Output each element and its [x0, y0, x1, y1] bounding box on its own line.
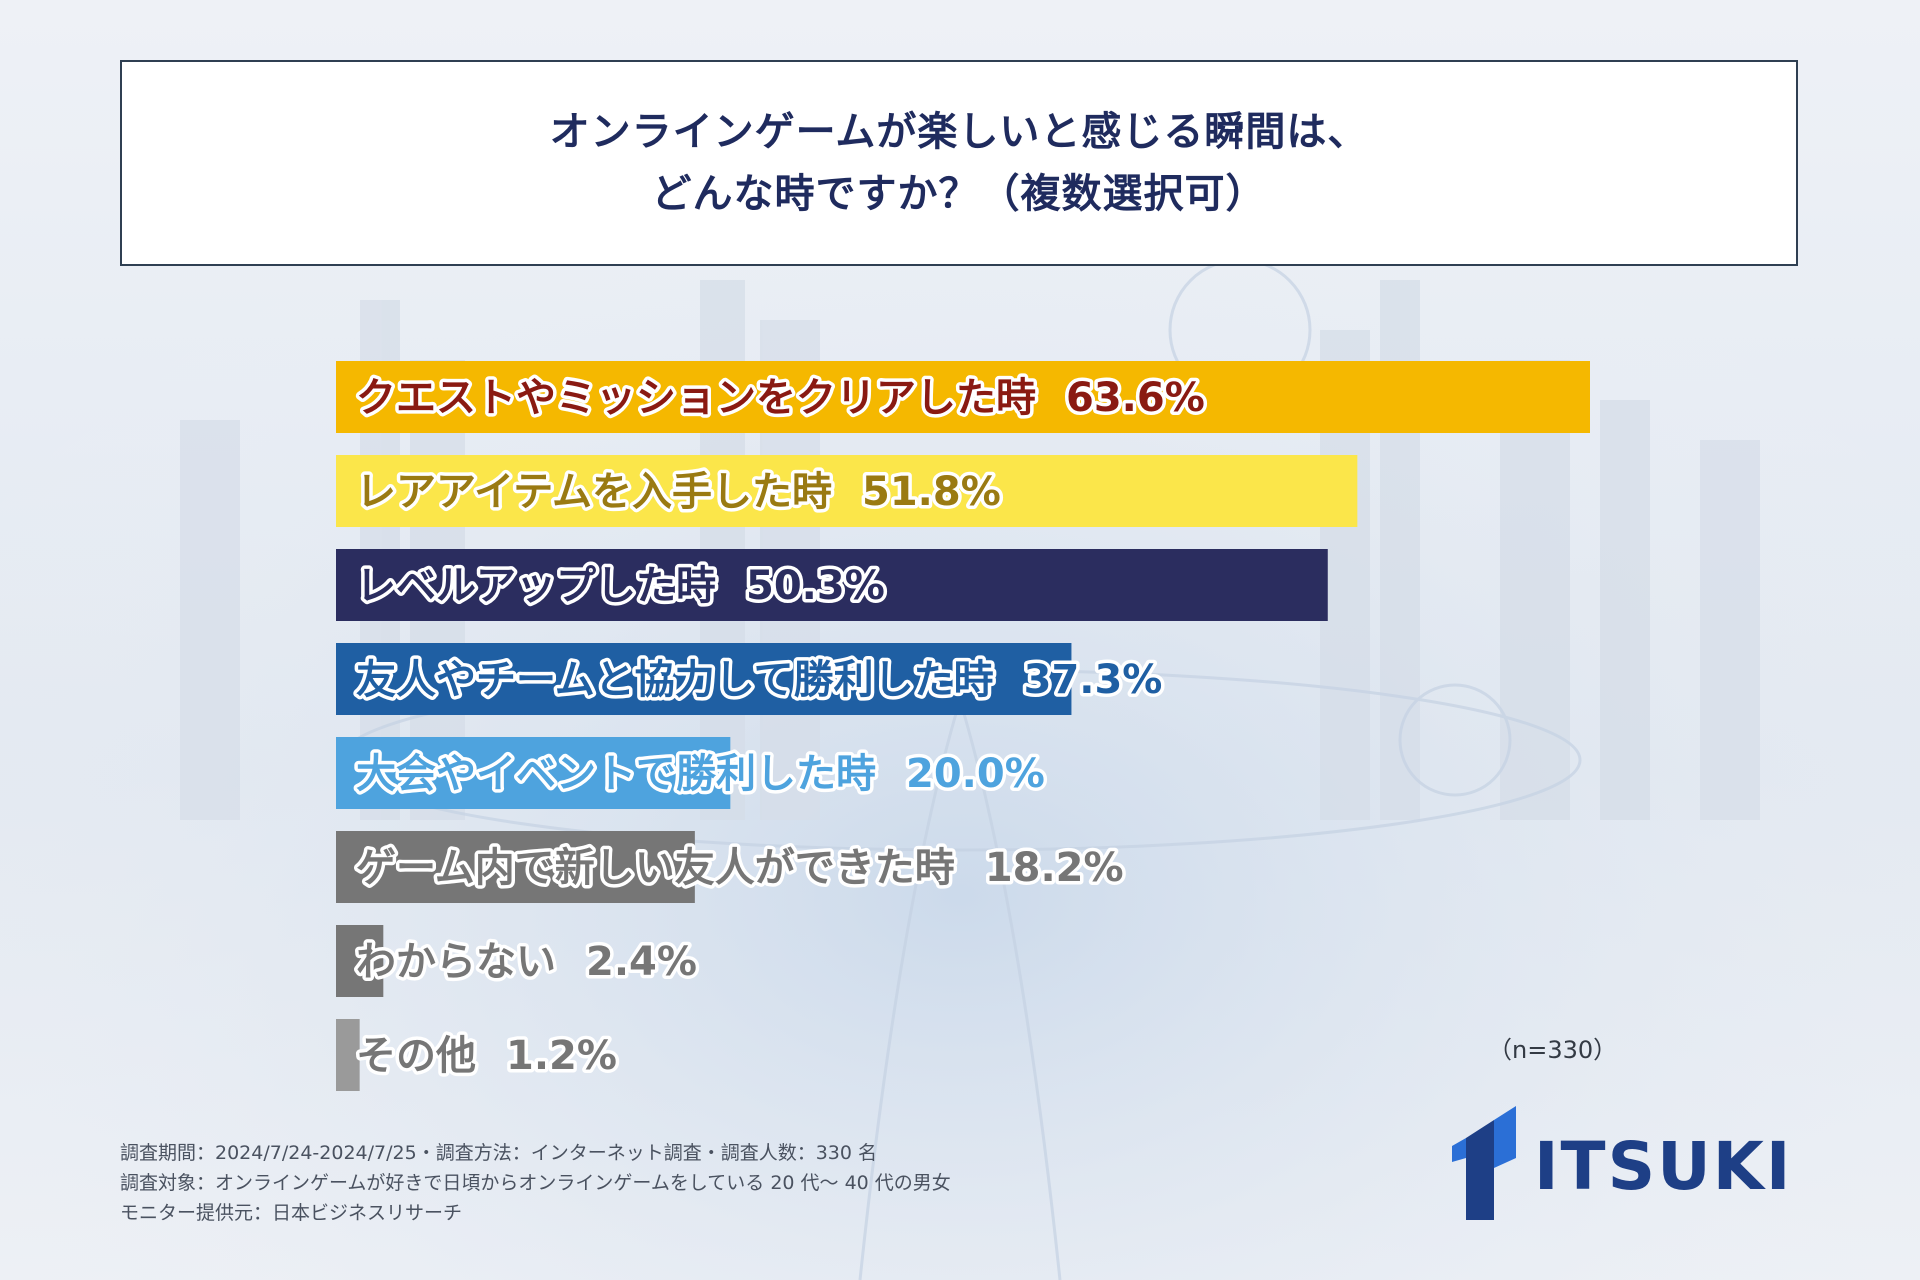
- category-label-2: レアアイテムを入手した時: [356, 469, 832, 515]
- footer-survey-target: 調査対象：オンラインゲームが好きで日頃からオンラインゲームをしている 20 代～…: [120, 1172, 951, 1194]
- category-label-6: ゲーム内で新しい友人ができた時: [356, 845, 955, 891]
- bar-7: [336, 925, 384, 997]
- category-label-7: わからない: [356, 939, 556, 985]
- bar-5: [336, 737, 731, 809]
- sample-size-label: （n=330）: [1488, 1036, 1618, 1064]
- category-label-5: 大会やイベントで勝利した時: [356, 751, 876, 797]
- category-label-3: レベルアップした時: [356, 563, 716, 609]
- bar-label-3: レベルアップした時 50.3%: [356, 563, 885, 609]
- bar-3: [336, 549, 1328, 621]
- category-label-4: 友人やチームと協力して勝利した時: [356, 657, 994, 703]
- survey-footer: 調査期間：2024/7/24-2024/7/25・調査方法：インターネット調査・…: [120, 1138, 951, 1228]
- bar-label-7: わからない 2.4%: [356, 939, 697, 985]
- value-label-8: 1.2%: [506, 1033, 617, 1079]
- bar-label-4: 友人やチームと協力して勝利した時 37.3%: [356, 657, 1162, 703]
- bar-1: [336, 361, 1590, 433]
- category-label-1: クエストやミッションをクリアした時: [356, 375, 1036, 421]
- category-label-8: その他: [356, 1033, 476, 1079]
- footer-monitor-provider: モニター提供元：日本ビジネスリサーチ: [120, 1202, 463, 1224]
- title-box: オンラインゲームが楽しいと感じる瞬間は、 どんな時ですか？（複数選択可）: [120, 60, 1798, 266]
- bar-6: [336, 831, 695, 903]
- footer-survey-period: 調査期間：2024/7/24-2024/7/25・調査方法：インターネット調査・…: [120, 1142, 878, 1164]
- bar-4: [336, 643, 1072, 715]
- value-label-5: 20.0%: [906, 751, 1045, 797]
- logo-mark-icon: [1452, 1106, 1516, 1220]
- logo-text: ITSUKI: [1534, 1128, 1793, 1205]
- value-label-3: 50.3%: [746, 563, 885, 609]
- value-label-4: 37.3%: [1024, 657, 1163, 703]
- title-line-2: どんな時ですか？（複数選択可）: [651, 171, 1267, 217]
- value-label-1: 63.6%: [1066, 375, 1205, 421]
- bar-label-6: ゲーム内で新しい友人ができた時 18.2%: [356, 845, 1124, 891]
- itsuki-logo: ITSUKI: [1452, 1098, 1802, 1222]
- bar-2: [336, 455, 1358, 527]
- bar-label-2: レアアイテムを入手した時 51.8%: [356, 469, 1001, 515]
- value-label-6: 18.2%: [985, 845, 1124, 891]
- value-label-7: 2.4%: [586, 939, 697, 985]
- title-line-1: オンラインゲームが楽しいと感じる瞬間は、: [549, 109, 1369, 155]
- value-label-2: 51.8%: [862, 469, 1001, 515]
- bar-8: [336, 1019, 360, 1091]
- bar-label-1: クエストやミッションをクリアした時 63.6%: [356, 375, 1205, 421]
- bar-label-8: その他 1.2%: [356, 1033, 617, 1079]
- bar-label-5: 大会やイベントで勝利した時 20.0%: [356, 751, 1045, 797]
